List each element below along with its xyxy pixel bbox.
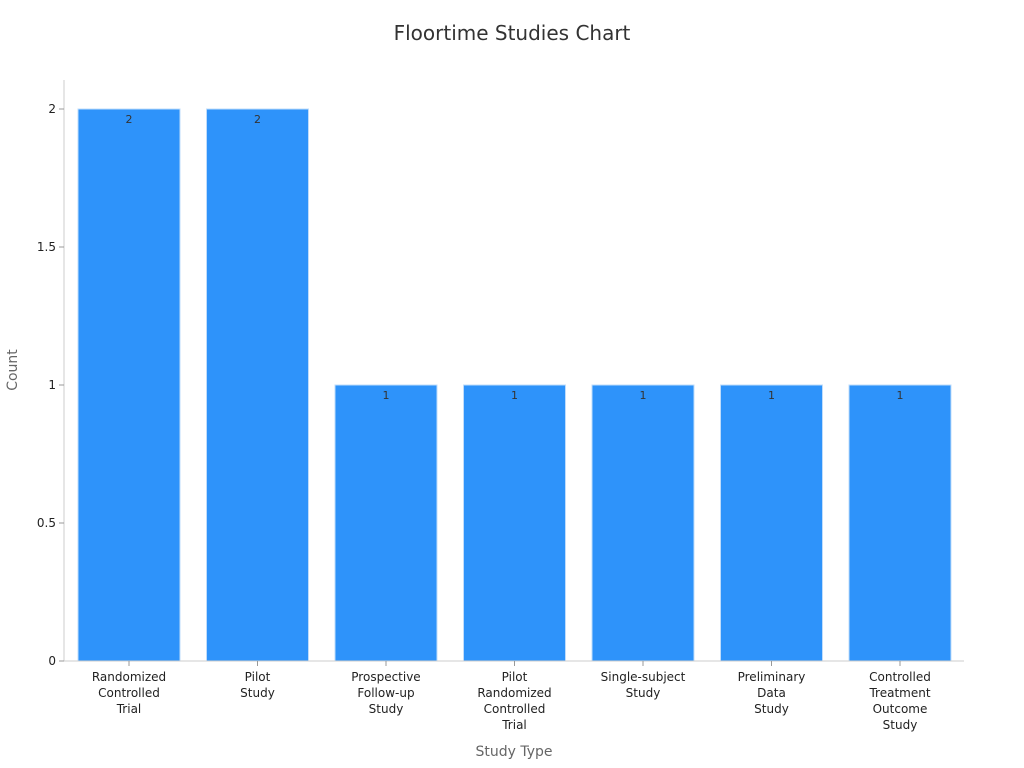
bar xyxy=(206,108,309,662)
x-tick-label: Single-subject Study xyxy=(601,670,686,700)
x-tick-label: Prospective Follow-up Study xyxy=(351,670,420,716)
x-tick-label-line: Data xyxy=(757,686,786,700)
x-tick-label-line: Pilot xyxy=(502,670,528,684)
plot-area: 2 2 1 1 1 1 1 xyxy=(77,108,952,662)
x-tick-label-line: Controlled xyxy=(98,686,160,700)
x-tick-label-line: Outcome xyxy=(873,702,928,716)
y-tick-label: 0.5 xyxy=(37,516,56,530)
x-tick-label-line: Preliminary xyxy=(738,670,806,684)
bar-value-label: 1 xyxy=(383,389,390,402)
x-tick-label-line: Follow-up xyxy=(357,686,414,700)
bar-value-label: 1 xyxy=(640,389,647,402)
x-tick-label-line: Pilot xyxy=(245,670,271,684)
x-tick-label: Controlled Treatment Outcome Study xyxy=(868,670,930,732)
bar xyxy=(848,384,952,662)
bar-value-label: 2 xyxy=(126,113,133,126)
bar xyxy=(720,384,823,662)
x-tick-label: Pilot Study xyxy=(240,670,275,700)
bar-value-label: 1 xyxy=(511,389,518,402)
x-tick-label-line: Study xyxy=(626,686,661,700)
y-tick-label: 1 xyxy=(48,378,56,392)
bar xyxy=(591,384,695,662)
bar xyxy=(77,108,181,662)
x-tick-label-line: Prospective xyxy=(351,670,420,684)
x-tick-label-line: Randomized xyxy=(92,670,166,684)
bar-value-label: 1 xyxy=(897,389,904,402)
y-tick-label: 1.5 xyxy=(37,240,56,254)
bar-value-label: 1 xyxy=(768,389,775,402)
x-tick-label-line: Controlled xyxy=(869,670,931,684)
x-tick-label-line: Treatment xyxy=(868,686,930,700)
bar xyxy=(334,384,438,662)
bar-value-label: 2 xyxy=(254,113,261,126)
y-axis-ticks: 0 0.5 1 1.5 2 xyxy=(37,102,64,668)
y-tick-label: 0 xyxy=(48,654,56,668)
x-tick-label-line: Study xyxy=(240,686,275,700)
x-tick-label-line: Trial xyxy=(501,718,527,732)
x-tick-label-line: Randomized xyxy=(477,686,551,700)
x-tick-label: Pilot Randomized Controlled Trial xyxy=(477,670,551,732)
x-tick-label-line: Controlled xyxy=(484,702,546,716)
y-tick-label: 2 xyxy=(48,102,56,116)
x-tick-label: Randomized Controlled Trial xyxy=(92,670,166,716)
chart-title: Floortime Studies Chart xyxy=(394,21,631,45)
x-tick-label-line: Single-subject xyxy=(601,670,686,684)
x-tick-label-line: Study xyxy=(369,702,404,716)
x-axis-title: Study Type xyxy=(475,744,552,760)
x-tick-label-line: Trial xyxy=(116,702,142,716)
x-tick-label: Preliminary Data Study xyxy=(738,670,806,716)
y-axis-title: Count xyxy=(5,349,21,391)
x-tick-label-line: Study xyxy=(754,702,789,716)
bar xyxy=(463,384,566,662)
x-tick-label-line: Study xyxy=(883,718,918,732)
